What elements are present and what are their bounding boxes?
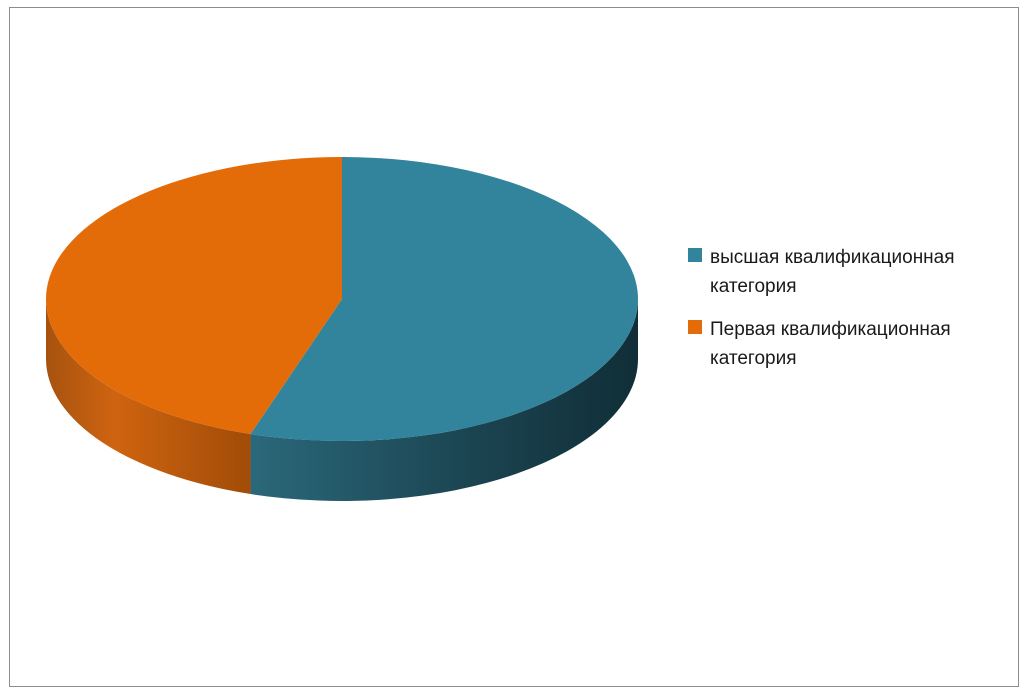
legend-swatch: [688, 248, 702, 262]
pie-slice: [46, 156, 343, 435]
legend-label: Первая квалификационная категория: [710, 319, 951, 369]
pie-slice: [250, 157, 639, 441]
legend-item-first-category: Первая квалификационная категория: [688, 315, 1018, 373]
pie-slice-side: [46, 299, 251, 495]
legend-item-highest-category: высшая квалификационная категория: [688, 243, 1018, 301]
chart-legend: высшая квалификационная категория Первая…: [688, 243, 1018, 387]
legend-label: высшая квалификационная категория: [710, 247, 955, 297]
pie-slice-side: [250, 299, 638, 501]
legend-swatch: [688, 320, 702, 334]
